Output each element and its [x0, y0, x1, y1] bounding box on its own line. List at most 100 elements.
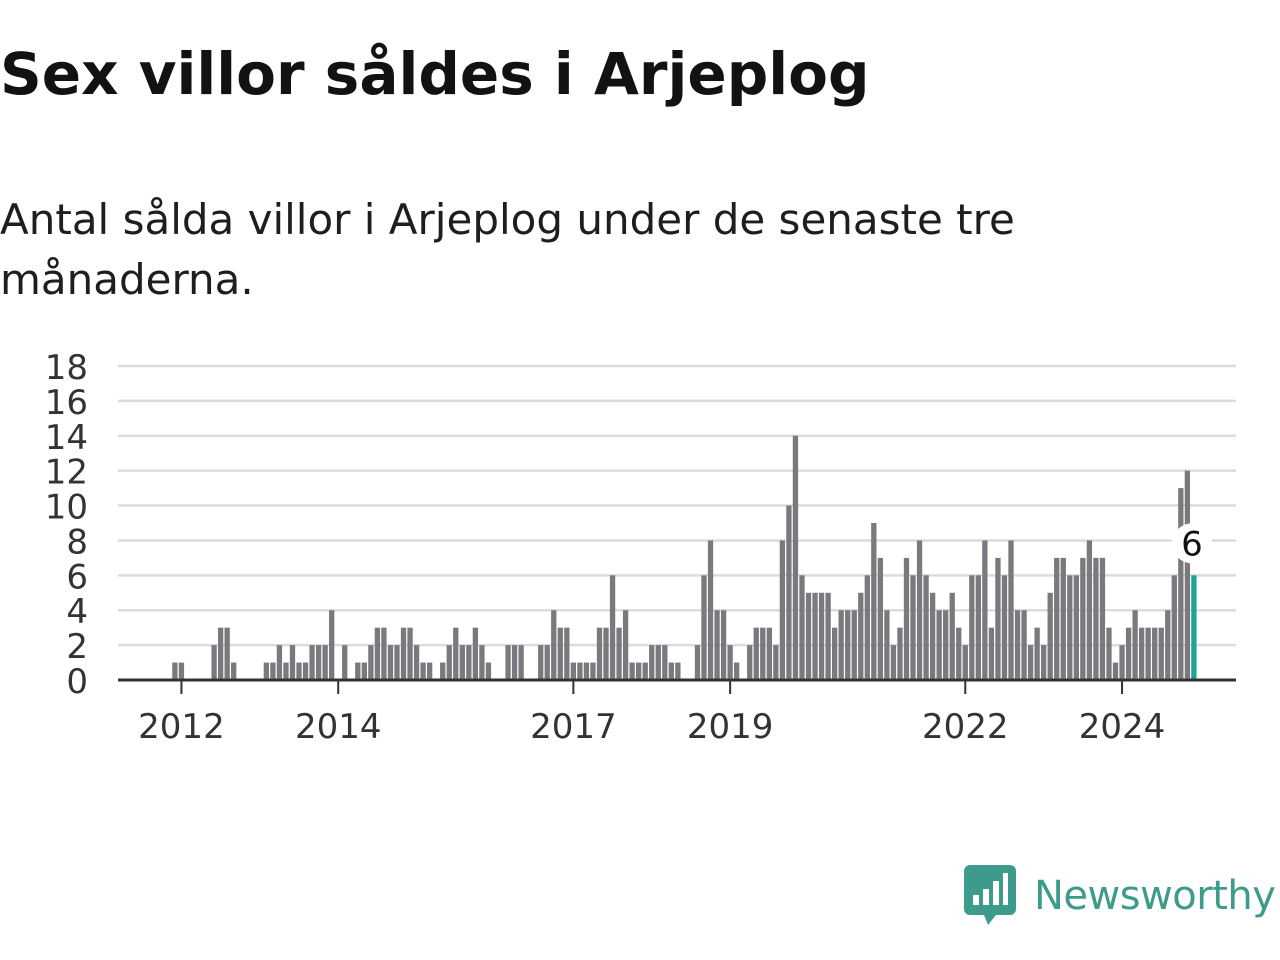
bar [1041, 645, 1047, 680]
bar [897, 627, 903, 680]
y-tick-label: 6 [66, 557, 88, 597]
bar [296, 662, 302, 680]
x-tick-label: 2019 [687, 707, 774, 747]
brand-name: Newsworthy [1034, 873, 1276, 919]
bar [1060, 557, 1066, 680]
bar [838, 610, 844, 680]
bar [649, 645, 655, 680]
y-tick-label: 0 [66, 662, 88, 702]
bar [616, 627, 622, 680]
bar [890, 645, 897, 680]
bar [368, 645, 374, 680]
bar [400, 627, 407, 680]
bar [1014, 610, 1021, 680]
bar [818, 592, 825, 680]
bar [773, 645, 779, 680]
bar [956, 627, 962, 680]
bar [538, 645, 544, 680]
bar [224, 627, 230, 680]
bar [1165, 610, 1171, 680]
bar [799, 575, 805, 680]
y-tick-label: 8 [66, 522, 88, 562]
bar [505, 645, 511, 680]
bar [720, 610, 727, 680]
bar [374, 627, 381, 680]
bar [642, 662, 648, 680]
gridlines [118, 364, 1236, 647]
bar [361, 662, 367, 680]
bar [1145, 627, 1151, 680]
bar [903, 557, 910, 680]
y-tick-label: 12 [45, 453, 88, 493]
bar [231, 662, 237, 680]
bar [792, 435, 799, 680]
bar [609, 575, 616, 680]
bar [590, 662, 596, 680]
bar [995, 557, 1001, 680]
bar [1112, 662, 1119, 680]
bar [629, 662, 635, 680]
bar [407, 627, 413, 680]
bar [1047, 592, 1053, 680]
bar [1027, 645, 1034, 680]
x-tick-label: 2014 [295, 707, 382, 747]
bar [747, 645, 753, 680]
bar [583, 662, 590, 680]
bar [805, 592, 812, 680]
bar [622, 610, 629, 680]
bar [276, 645, 283, 680]
bar [283, 662, 289, 680]
x-tick-label: 2022 [922, 707, 1009, 747]
bar [1152, 627, 1158, 680]
bar [812, 592, 818, 680]
x-tick-label: 2024 [1079, 707, 1166, 747]
bar [1073, 575, 1079, 680]
bar [459, 645, 465, 680]
y-tick-label: 18 [45, 348, 88, 388]
bar [302, 662, 309, 680]
bar [1034, 627, 1040, 680]
bar [969, 575, 975, 680]
bar [760, 627, 766, 680]
bar [1021, 610, 1027, 680]
bar-highlight [1191, 575, 1197, 680]
bar [394, 645, 400, 680]
y-tick-label: 10 [45, 488, 88, 528]
bar [329, 610, 335, 680]
y-tick-label: 14 [45, 418, 88, 458]
bar [472, 627, 479, 680]
bar [929, 592, 936, 680]
bar [315, 645, 322, 680]
bar [1001, 575, 1008, 680]
highlight-value-label: 6 [1181, 524, 1203, 564]
bar [923, 575, 929, 680]
newsworthy-logo-icon [964, 865, 1016, 925]
bar [727, 645, 733, 680]
bar [1178, 488, 1184, 680]
bar [596, 627, 603, 680]
bars [172, 435, 1197, 680]
bar [871, 523, 877, 680]
bar [662, 645, 668, 680]
bar [675, 662, 681, 680]
bar [1099, 557, 1106, 680]
bar [831, 627, 838, 680]
bar [858, 592, 864, 680]
bar [172, 662, 178, 680]
bar [270, 662, 276, 680]
bar [786, 505, 792, 680]
bar [845, 610, 851, 680]
bar [178, 662, 185, 680]
bar [1086, 540, 1093, 680]
bar [982, 540, 988, 680]
bar [518, 645, 524, 680]
bar [309, 645, 315, 680]
bar [557, 627, 563, 680]
bar [544, 645, 550, 680]
bar [1054, 557, 1060, 680]
bar [1106, 627, 1112, 680]
bar [916, 540, 923, 680]
bar [825, 592, 831, 680]
bar [211, 645, 217, 680]
